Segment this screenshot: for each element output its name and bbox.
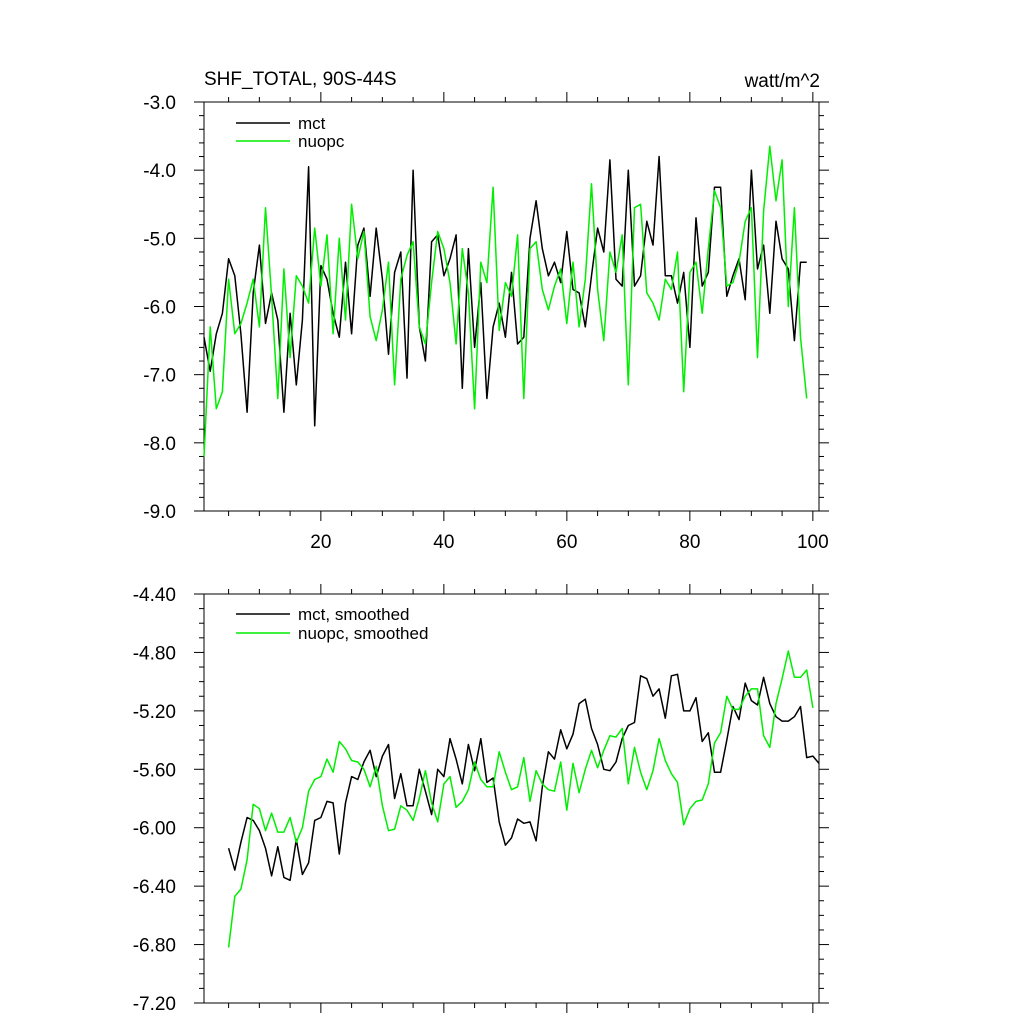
bottom-y-tick-label: -7.20 bbox=[133, 994, 176, 1015]
top-y-tick-label: -8.0 bbox=[143, 434, 176, 455]
bottom-ticks: -4.40 -4.80 -5.20 -5.60 -6.00 -6.40 -6.80 -7.20 bbox=[133, 584, 829, 1015]
top-legend: mct nuopc bbox=[236, 114, 345, 151]
top-x-tick-label: 60 bbox=[556, 532, 577, 553]
top-x-tick-label: 100 bbox=[797, 532, 829, 553]
legend-label-nuopc-smoothed: nuopc, smoothed bbox=[298, 624, 428, 643]
bottom-y-tick-label: -4.40 bbox=[133, 585, 176, 606]
top-series bbox=[203, 145, 808, 457]
bottom-y-tick-label: -5.20 bbox=[133, 702, 176, 723]
top-ticks: 20 40 60 80 100 -3.0 -4.0 -5.0 -6.0 -7.0 -8.0 -9.0 bbox=[143, 92, 829, 553]
bottom-y-tick-label: -6.00 bbox=[133, 819, 176, 840]
bottom-y-tick-label: -6.80 bbox=[133, 936, 176, 957]
chart-title: SHF_TOTAL, 90S-44S bbox=[204, 69, 397, 90]
bottom-plot-frame bbox=[203, 593, 820, 1004]
bottom-y-tick-label: -5.60 bbox=[133, 760, 176, 781]
bottom-y-tick-label: -4.80 bbox=[133, 643, 176, 664]
bottom-series-mct-smoothed bbox=[227, 673, 820, 882]
top-panel: SHF_TOTAL, 90S-44S watt/m^2 20 40 60 80 100 -… bbox=[143, 69, 829, 553]
top-x-tick-label: 20 bbox=[310, 532, 331, 553]
top-y-tick-label: -3.0 bbox=[143, 93, 176, 114]
bottom-panel: -4.40 -4.80 -5.20 -5.60 -6.00 -6.40 -6.80 -7.20… bbox=[133, 584, 829, 1015]
bottom-series bbox=[227, 650, 820, 948]
top-y-tick-label: -6.0 bbox=[143, 298, 176, 319]
top-y-tick-label: -5.0 bbox=[143, 229, 176, 250]
legend-label-nuopc: nuopc bbox=[298, 132, 345, 151]
bottom-series-nuopc-smoothed bbox=[227, 650, 814, 948]
legend-label-mct: mct bbox=[298, 114, 326, 133]
bottom-legend: mct, smoothed nuopc, smoothed bbox=[236, 605, 428, 643]
top-x-tick-label: 80 bbox=[679, 532, 700, 553]
bottom-y-tick-label: -6.40 bbox=[133, 877, 176, 898]
top-plot-frame bbox=[203, 101, 820, 512]
top-y-tick-label: -4.0 bbox=[143, 161, 176, 182]
top-x-tick-label: 40 bbox=[433, 532, 454, 553]
top-y-tick-label: -9.0 bbox=[143, 502, 176, 523]
top-y-tick-label: -7.0 bbox=[143, 366, 176, 387]
top-series-nuopc bbox=[203, 145, 808, 457]
units-label: watt/m^2 bbox=[744, 71, 820, 92]
legend-label-mct-smoothed: mct, smoothed bbox=[298, 605, 410, 624]
